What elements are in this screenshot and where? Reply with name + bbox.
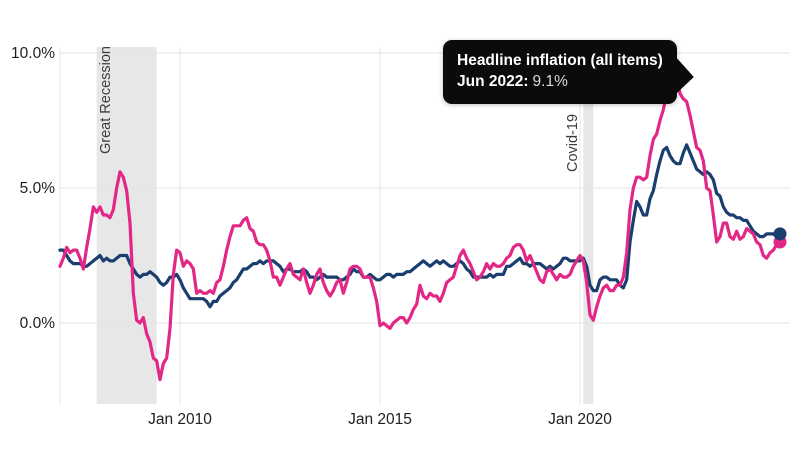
y-tick-label-10: 10.0% xyxy=(11,45,55,62)
tooltip-value-line: Jun 2022: 9.1% xyxy=(457,71,663,93)
recession-bands xyxy=(96,47,594,404)
band-labels: Great Recession Covid-19 xyxy=(98,46,581,172)
x-tick-label-2010: Jan 2010 xyxy=(148,411,212,428)
series-end-dots xyxy=(773,227,787,249)
series-line[interactable] xyxy=(58,75,782,382)
covid-19-label: Covid-19 xyxy=(565,114,581,172)
tooltip: Headline inflation (all items) Jun 2022:… xyxy=(443,40,677,104)
tooltip-date: Jun 2022: xyxy=(457,73,529,90)
y-tick-label-0: 0.0% xyxy=(20,315,56,332)
recession-band xyxy=(583,47,594,404)
x-tick-label-2020: Jan 2020 xyxy=(548,411,612,428)
tooltip-title: Headline inflation (all items) xyxy=(457,52,663,69)
tooltip-value: 9.1% xyxy=(532,73,568,90)
great-recession-label: Great Recession xyxy=(98,46,114,154)
series-lines xyxy=(58,75,782,382)
x-tick-label-2015: Jan 2015 xyxy=(348,411,412,428)
recession-band xyxy=(96,47,157,404)
axis-labels: 10.0% 5.0% 0.0% Jan 2010 Jan 2015 Jan 20… xyxy=(11,45,612,428)
y-tick-label-5: 5.0% xyxy=(20,180,56,197)
series-line[interactable] xyxy=(58,143,782,309)
series-end-dot[interactable] xyxy=(773,227,787,241)
gridlines xyxy=(59,47,790,404)
